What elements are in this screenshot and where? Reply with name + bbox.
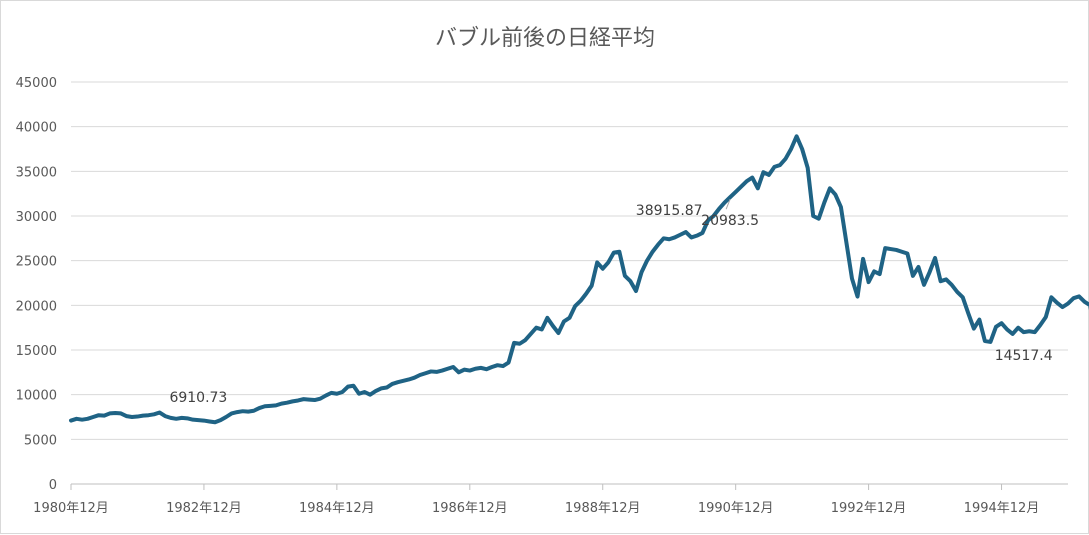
x-tick-label: 1992年12月 — [831, 501, 907, 516]
y-tick-label: 30000 — [16, 210, 57, 225]
y-axis: 0 5000 10000 15000 20000 25000 30000 35000 40000… — [16, 76, 57, 493]
data-label: 6910.73 — [169, 390, 227, 406]
y-tick-label: 35000 — [16, 165, 57, 180]
x-tick-label: 1986年12月 — [432, 501, 508, 516]
data-label: 38915.87 — [636, 203, 703, 219]
y-tick-label: 40000 — [16, 121, 57, 136]
y-tick-label: 25000 — [16, 255, 57, 270]
data-label: 20983.5 — [701, 213, 759, 229]
x-tick-label: 1984年12月 — [299, 501, 375, 516]
x-tick-label: 1990年12月 — [698, 501, 774, 516]
x-tick-label: 1982年12月 — [166, 501, 242, 516]
y-tick-label: 45000 — [16, 76, 57, 91]
chart-title: バブル前後の日経平均 — [435, 26, 655, 51]
y-tick-label: 15000 — [16, 344, 57, 359]
series-line — [69, 134, 1089, 425]
series-layer — [69, 134, 1089, 425]
y-tick-label: 0 — [49, 478, 57, 493]
y-tick-label: 5000 — [24, 433, 57, 448]
y-tick-label: 20000 — [16, 299, 57, 314]
x-tick-label: 1988年12月 — [565, 501, 641, 516]
x-tick-label: 1980年12月 — [33, 501, 109, 516]
y-tick-label: 10000 — [16, 389, 57, 404]
data-label: 14517.4 — [995, 348, 1053, 364]
grid-layer — [71, 81, 1068, 485]
x-tick-label: 1994年12月 — [964, 501, 1040, 516]
x-axis: 1980年12月 1982年12月 1984年12月 1986年12月 1988年12月… — [33, 484, 1039, 516]
leader-line — [725, 199, 731, 210]
